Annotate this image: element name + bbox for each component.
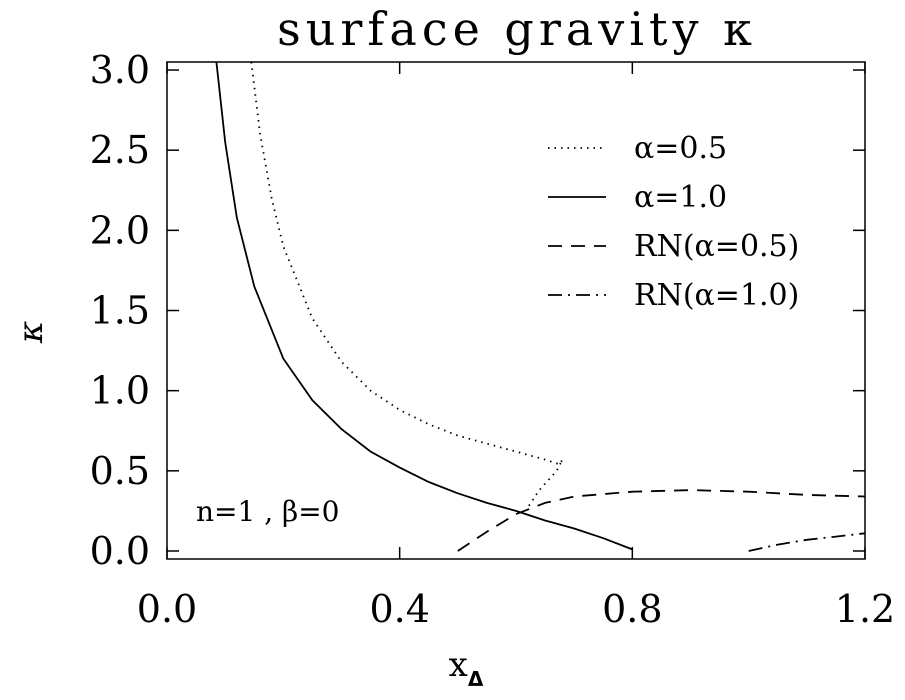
y-tick-label: 2.0 [90,208,150,252]
x-tick-label: 0.4 [369,587,429,631]
y-tick-label: 0.5 [90,449,150,493]
x-tick-label: 0.8 [602,587,662,631]
x-axis-label: xΔ [449,645,484,691]
series-line-dashed [457,489,865,552]
legend-label: RN(α=0.5) [634,229,799,264]
y-axis-label: κ [11,321,51,344]
x-axis-label-subscript: Δ [468,667,484,691]
series-line-dotted [250,62,564,509]
y-tick-label: 2.5 [90,128,150,172]
legend: α=0.5 α=1.0 RN(α=0.5) RN(α=1.0) [548,131,799,313]
chart-title: surface gravity κ [277,2,757,56]
annotation: n=1 , β=0 [196,495,339,528]
x-tick-label: 0.0 [137,587,197,631]
series-lines [215,62,865,552]
legend-label: α=0.5 [634,131,727,166]
y-tick-label: 0.0 [90,529,150,573]
series-line-solid [215,62,633,551]
legend-label: α=1.0 [634,180,727,215]
y-axis-ticks: 0.0 0.5 1.0 1.5 2.0 2.5 3.0 [90,48,865,573]
series-line-dashdot [748,532,865,552]
x-axis-ticks: 0.0 0.4 0.8 1.2 [137,62,895,631]
y-tick-label: 3.0 [90,48,150,92]
x-tick-label: 1.2 [835,587,895,631]
x-axis-label-main: x [449,645,468,685]
y-tick-label: 1.5 [90,289,150,333]
legend-label: RN(α=1.0) [634,278,799,313]
y-tick-label: 1.0 [90,369,150,413]
